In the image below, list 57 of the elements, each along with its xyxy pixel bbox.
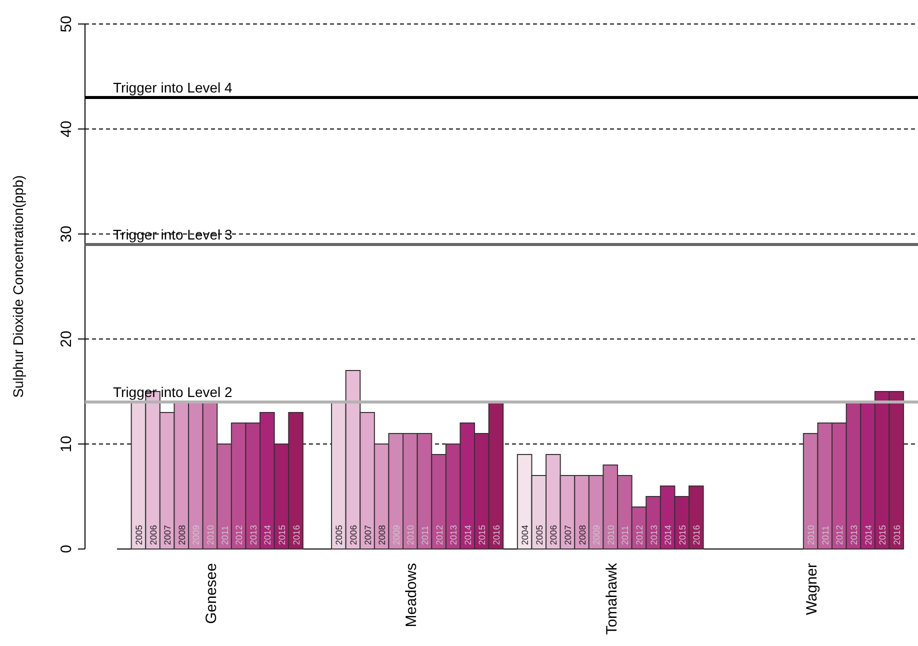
text: 2007 [362,524,373,545]
series-label: 2007 [162,524,173,545]
x-tick-label: Wagner [804,563,821,615]
text: 2006 [548,524,559,545]
series-label: 2014 [262,524,273,545]
text: 2016 [892,524,902,545]
series-label: 2015 [276,524,287,545]
text: 2013 [648,524,659,545]
text: 2014 [863,524,874,545]
series-label: 2010 [406,524,416,545]
x-tick-label: Genesee [202,563,220,624]
text: 2007 [562,524,573,545]
ref-line-label: Trigger into Level 2 [113,384,233,400]
series-label: 2016 [491,524,502,545]
y-tick-label: 30 [58,226,75,242]
text: 2008 [377,524,388,545]
y-tick-label: 0 [58,544,75,554]
y-axis-title: Sulphur Dioxide Concentration(ppb) [10,175,26,398]
text: 2015 [677,524,688,545]
y-tick-label: 40 [58,120,75,138]
text: 2012 [634,524,644,545]
text: 2005 [534,524,544,545]
x-tick-label: Tomahawk [603,562,620,635]
series-label: 2013 [248,524,258,545]
text: 2016 [291,524,302,545]
text: 2015 [878,524,888,545]
series-label: 2005 [334,524,344,545]
text: 2008 [176,524,187,545]
text: 2013 [848,524,859,545]
text: 2009 [191,524,202,545]
series-label: 2009 [391,524,402,545]
text: 2011 [620,526,630,545]
series-label: 2004 [520,524,530,545]
text: 2011 [820,526,830,545]
text: 2012 [434,524,444,545]
series-label: 2006 [348,524,358,545]
text: 2006 [148,524,158,545]
y-tick-label: 10 [58,436,75,452]
y-tick-label: 20 [58,330,75,348]
text: 2013 [448,524,459,545]
text: 2005 [134,524,144,545]
series-label: 2012 [234,524,244,545]
text: 2014 [462,524,473,545]
text: 2010 [806,524,816,545]
text: 2016 [692,524,702,545]
series-label: 2011 [420,526,430,545]
y-tick-label: 50 [58,16,75,32]
text: 2012 [834,524,845,545]
text: 2010 [205,524,216,545]
series-label: 2008 [577,524,588,545]
text: 2015 [477,524,488,545]
x-tick-label: Meadows [403,563,420,628]
text: 2009 [592,524,602,545]
text: 2014 [663,524,674,545]
text: 2011 [220,526,230,545]
text: 2010 [606,524,616,545]
ref-line-label: Trigger into Level 4 [113,80,233,96]
